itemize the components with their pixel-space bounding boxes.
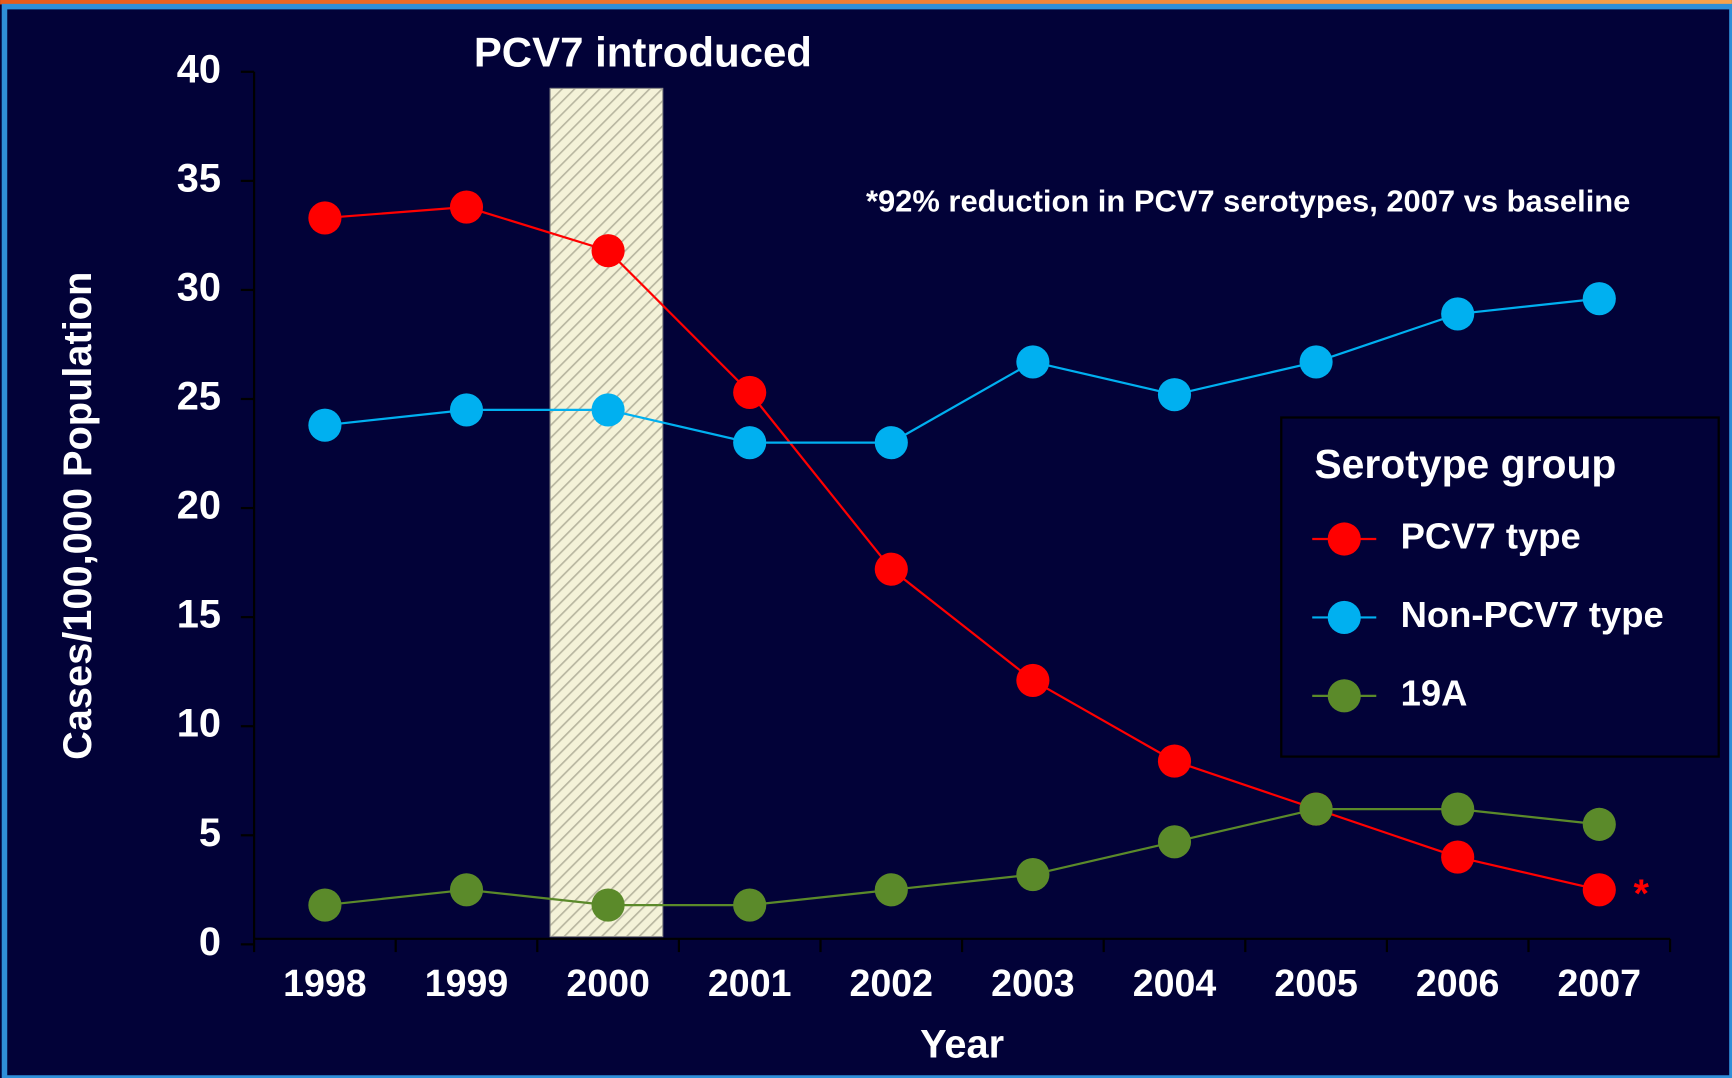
x-tick-label: 2007 [1558, 962, 1642, 1004]
intro-band [549, 87, 664, 938]
y-tick-label: 10 [177, 702, 221, 746]
series-line [324, 297, 1600, 444]
intro-label: PCV7 introduced [474, 28, 812, 75]
point [308, 408, 342, 442]
top-bar [0, 0, 1732, 5]
x-tick-label: 2001 [708, 962, 792, 1004]
legend-marker [1327, 679, 1361, 713]
point [733, 888, 767, 922]
point [733, 375, 767, 410]
point [874, 873, 908, 907]
y-tick-label: 25 [177, 375, 221, 419]
point [1441, 792, 1475, 826]
x-tick-label: 2003 [991, 962, 1075, 1004]
x-tick-label: 1998 [283, 962, 367, 1004]
legend-label: Non-PCV7 type [1401, 594, 1664, 635]
point [1016, 663, 1050, 697]
point [874, 426, 908, 460]
series-line [324, 205, 1600, 891]
x-axis-label: Year [920, 1023, 1004, 1067]
y-tick-label: 30 [177, 265, 221, 309]
x-tick-label: 1999 [425, 962, 509, 1004]
y-tick-label: 15 [177, 593, 221, 637]
point [591, 393, 625, 427]
point [874, 552, 908, 586]
point [308, 888, 342, 922]
x-tick-label: 2005 [1274, 962, 1358, 1004]
point [1016, 345, 1050, 379]
point [1157, 378, 1192, 412]
point [733, 426, 767, 460]
point [1299, 345, 1333, 379]
y-tick-label: 20 [177, 484, 221, 528]
point [1582, 873, 1616, 907]
legend-marker [1327, 522, 1361, 556]
series-line [324, 808, 1600, 907]
point [449, 873, 484, 907]
legend-label: 19A [1401, 672, 1468, 713]
point [1582, 807, 1616, 841]
y-tick-label: 5 [199, 811, 221, 855]
point [1582, 282, 1616, 316]
note: *92% reduction in PCV7 serotypes, 2007 v… [866, 183, 1630, 218]
star: * [1634, 872, 1650, 916]
point [449, 190, 484, 224]
y-tick-label: 40 [177, 47, 221, 91]
point [591, 888, 625, 922]
point [1016, 857, 1050, 892]
point [308, 201, 342, 235]
legend-marker [1327, 600, 1361, 634]
y-tick-label: 0 [199, 920, 221, 964]
point [1441, 297, 1475, 331]
point [1441, 840, 1475, 874]
x-tick-label: 2006 [1416, 962, 1500, 1004]
point [449, 393, 484, 427]
x-tick-label: 2004 [1133, 962, 1217, 1004]
y-tick-label: 35 [177, 156, 221, 200]
point [1299, 792, 1333, 826]
legend-title: Serotype group [1314, 441, 1616, 487]
x-tick-label: 2002 [850, 962, 934, 1004]
x-tick-label: 2000 [566, 962, 650, 1004]
y-axis-label: Cases/100,000 Population [56, 272, 100, 760]
point [1157, 825, 1192, 859]
legend-label: PCV7 type [1401, 516, 1581, 557]
point [591, 234, 625, 268]
point [1157, 744, 1192, 778]
